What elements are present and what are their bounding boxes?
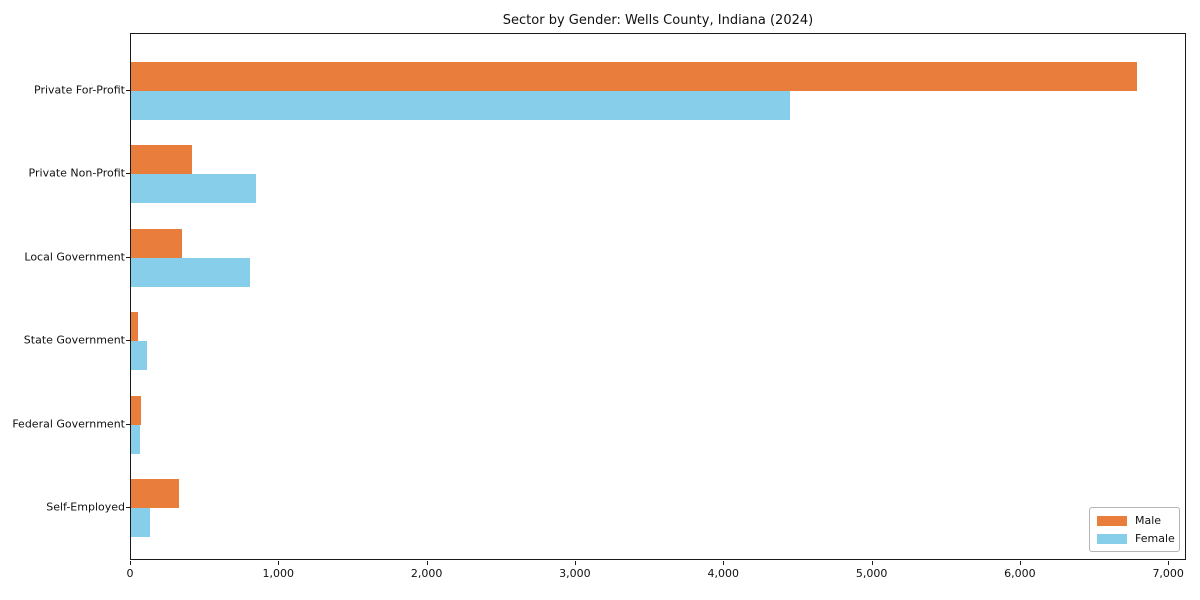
y-tick-label: Federal Government bbox=[12, 417, 125, 430]
legend-swatch-male-icon bbox=[1097, 515, 1127, 526]
legend: Male Female bbox=[1089, 507, 1180, 552]
x-tick-mark bbox=[574, 561, 576, 565]
legend-label-male: Male bbox=[1135, 514, 1162, 527]
y-tick-label: State Government bbox=[23, 333, 125, 347]
x-tick-label: 5,000 bbox=[855, 567, 888, 580]
x-tick-label: 0 bbox=[126, 567, 134, 580]
x-tick-label: 1,000 bbox=[262, 567, 295, 580]
y-tick-mark bbox=[126, 423, 130, 425]
y-tick-mark bbox=[126, 340, 130, 341]
bar-female-1 bbox=[131, 90, 790, 120]
bar-female-4 bbox=[131, 341, 148, 370]
bar-female-6 bbox=[131, 508, 151, 537]
y-tick-mark bbox=[126, 507, 130, 508]
bar-male-4 bbox=[131, 312, 139, 341]
bar-male-2 bbox=[131, 145, 192, 174]
bar-male-3 bbox=[131, 228, 183, 258]
x-tick-label: 4,000 bbox=[707, 567, 740, 580]
bar-female-2 bbox=[131, 174, 256, 203]
x-tick-label: 2,000 bbox=[410, 567, 443, 580]
legend-label-female: Female bbox=[1135, 532, 1175, 545]
y-tick-label: Private For-Profit bbox=[34, 83, 125, 96]
bar-male-1 bbox=[131, 61, 1137, 91]
bar-male-6 bbox=[131, 479, 180, 508]
x-tick-mark bbox=[1168, 561, 1170, 565]
x-tick-mark bbox=[130, 561, 131, 565]
bar-female-3 bbox=[131, 257, 250, 287]
bar-male-5 bbox=[131, 395, 142, 425]
x-tick-label: 6,000 bbox=[1004, 567, 1036, 580]
chart-title: Sector by Gender: Wells County, Indiana … bbox=[502, 13, 814, 28]
legend-entry-male: Male bbox=[1097, 514, 1171, 527]
x-tick-label: 7,000 bbox=[1152, 567, 1184, 580]
y-tick-mark bbox=[126, 89, 130, 91]
x-tick-mark bbox=[1019, 561, 1021, 565]
y-tick-label: Self-Employed bbox=[46, 500, 125, 514]
x-tick-mark bbox=[426, 561, 428, 565]
y-tick-label: Local Government bbox=[24, 250, 125, 263]
x-tick-label: 3,000 bbox=[559, 567, 591, 580]
x-tick-mark bbox=[278, 561, 280, 565]
plot-area: Male Female bbox=[130, 33, 1186, 560]
y-tick-label: Private Non-Profit bbox=[28, 166, 125, 180]
y-tick-mark bbox=[126, 256, 130, 258]
legend-entry-female: Female bbox=[1097, 532, 1175, 545]
bar-female-5 bbox=[131, 424, 140, 454]
y-tick-mark bbox=[126, 173, 130, 174]
x-tick-mark bbox=[871, 561, 873, 565]
x-tick-mark bbox=[723, 561, 725, 565]
legend-swatch-female-icon bbox=[1097, 533, 1127, 544]
